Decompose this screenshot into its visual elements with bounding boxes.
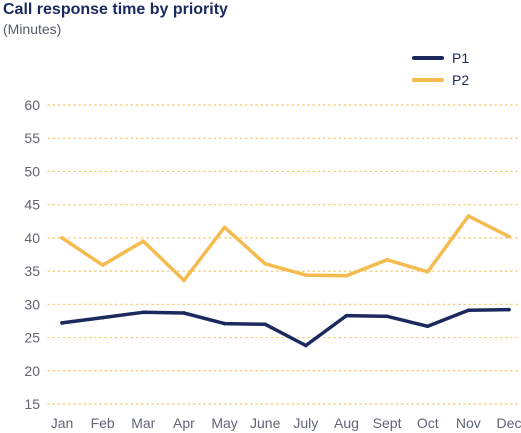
x-tick-label: June	[250, 415, 281, 431]
data-point-p1	[263, 322, 267, 327]
y-tick-label: 60	[24, 97, 40, 113]
y-tick-label: 40	[24, 230, 40, 246]
data-point-p2	[425, 269, 430, 274]
x-tick-label: Oct	[417, 415, 439, 431]
data-point-p1	[425, 324, 430, 329]
legend-label-p1: P1	[452, 50, 469, 66]
y-tick-label: 30	[24, 296, 40, 312]
x-tick-label: Apr	[173, 415, 195, 431]
data-point-p2	[182, 278, 186, 283]
data-point-p1	[182, 311, 186, 315]
x-tick-label: Feb	[91, 415, 115, 431]
data-point-p1	[141, 310, 146, 315]
chart-subtitle: (Minutes)	[3, 21, 62, 37]
y-tick-label: 55	[24, 130, 40, 146]
y-tick-label: 15	[24, 396, 40, 412]
data-point-p1	[385, 314, 389, 319]
data-point-p1	[100, 315, 105, 320]
y-tick-label: 25	[24, 330, 40, 346]
data-point-p2	[507, 234, 511, 239]
y-tick-label: 35	[24, 263, 40, 279]
data-point-p2	[60, 236, 64, 240]
x-tick-label: Aug	[334, 415, 359, 431]
x-tick-label: Nov	[456, 415, 481, 431]
x-tick-label: July	[293, 415, 318, 431]
data-point-p1	[466, 308, 471, 313]
data-point-p1	[507, 307, 511, 312]
data-point-p1	[222, 321, 227, 326]
data-point-p2	[304, 273, 308, 277]
series-line-p2	[60, 214, 511, 283]
data-point-p2	[385, 258, 389, 262]
data-point-p2	[263, 262, 267, 266]
x-tick-label: Dec	[497, 415, 521, 431]
data-point-p1	[60, 321, 64, 325]
y-tick-label: 20	[24, 363, 40, 379]
chart-title: Call response time by priority	[3, 1, 228, 18]
data-point-p2	[141, 239, 146, 244]
x-tick-label: Mar	[131, 415, 155, 431]
data-point-p2	[466, 214, 471, 218]
x-tick-label: May	[211, 415, 237, 431]
x-tick-label: Sept	[373, 415, 402, 431]
gridlines	[47, 104, 518, 405]
data-point-p2	[222, 225, 227, 230]
y-axis: 15 20 25 30 35 40 45 50 55 60	[24, 97, 40, 412]
y-tick-label: 50	[24, 163, 40, 179]
data-point-p2	[100, 263, 105, 267]
data-point-p2	[344, 273, 349, 278]
data-point-p1	[304, 343, 308, 348]
y-tick-label: 45	[24, 197, 40, 213]
data-point-p1	[344, 313, 349, 318]
legend-label-p2: P2	[452, 72, 469, 88]
series-lines	[60, 214, 511, 348]
x-tick-label: Jan	[51, 415, 74, 431]
series-line-p1	[60, 307, 511, 348]
x-axis: Jan Feb Mar Apr May June July Aug Sept Oct Nov Dec	[51, 415, 521, 431]
